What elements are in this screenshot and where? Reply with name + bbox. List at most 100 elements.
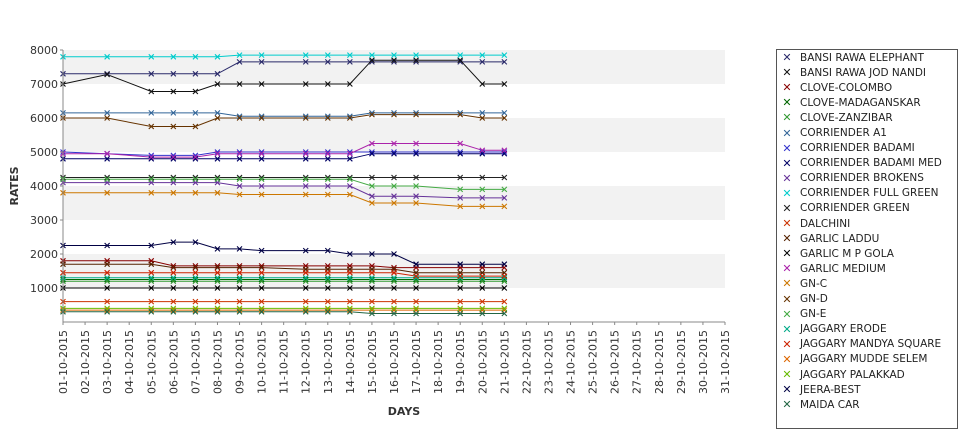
data-point-marker [258,269,265,276]
data-point-marker [457,195,464,201]
legend-item: ✕ CLOVE-ZANZIBAR [777,110,957,125]
data-point-marker [214,276,221,283]
data-point-marker [391,140,397,147]
data-point-marker [501,274,508,281]
data-point-marker [457,274,464,281]
data-point-marker [148,189,155,196]
data-point-marker [413,193,419,200]
data-point-marker [457,149,464,155]
x-tick-label: 15-10-2015 [366,330,379,394]
data-point-marker [413,111,419,118]
data-point-marker [236,59,243,65]
data-point-marker [457,273,464,279]
data-point-marker [302,191,309,198]
data-point-marker [170,154,177,160]
data-point-marker [501,273,508,279]
data-point-marker [413,52,419,58]
data-point-marker [148,88,155,95]
data-point-marker [214,174,221,181]
data-point-marker [324,285,331,291]
data-point-marker [170,123,177,130]
data-point-marker [148,276,155,283]
legend-item: ✕ GN-E [777,307,957,322]
data-point-marker [324,247,331,254]
legend-label: BANSI RAWA ELEPHANT [800,51,924,64]
y-tick-label: 8000 [30,44,58,57]
data-point-marker [346,150,353,157]
x-tick-label: 11-10-2015 [278,330,291,394]
data-point-marker [501,81,508,87]
data-point-marker [302,115,309,121]
grid-band [63,288,725,322]
x-tick-label: 13-10-2015 [322,330,335,394]
data-point-marker [457,261,464,268]
data-point-marker [324,150,331,157]
data-point-marker [457,285,464,291]
data-point-marker [192,264,199,271]
legend-marker-icon: ✕ [782,51,792,65]
data-point-marker [479,147,486,154]
x-tick-label: 29-10-2015 [675,330,688,394]
data-point-marker [413,57,419,64]
data-point-marker [236,174,243,181]
data-point-marker [457,57,464,64]
data-point-marker [346,81,353,87]
legend-marker-icon: ✕ [782,96,792,110]
series-markers [60,52,508,317]
data-point-marker [369,150,375,157]
data-point-marker [258,113,265,120]
legend-item: ✕ CLOVE-MADAGANSKAR [777,95,957,110]
data-point-marker [391,305,397,312]
data-point-marker [170,274,177,281]
data-point-marker [236,276,243,283]
x-tick-label: 26-10-2015 [609,330,622,394]
legend-label: DALCHINI [800,217,851,230]
data-point-marker [369,274,375,281]
data-point-marker [148,154,155,160]
data-point-marker [170,189,177,196]
data-point-marker [148,242,155,249]
legend-item: ✕ CORRIENDER BROKENS [777,171,957,186]
data-point-marker [236,149,243,155]
data-point-marker [391,174,397,181]
data-point-marker [236,150,243,157]
legend-label: CORRIENDER BADAMI MED [800,157,942,170]
data-point-marker [346,274,353,281]
data-point-marker [170,263,177,269]
data-point-marker [148,308,155,315]
legend-label: GARLIC MEDIUM [800,262,886,275]
data-point-marker [501,52,508,58]
data-point-marker [192,123,199,130]
legend-item: ✕ BANSI RAWA JOD NANDI [777,65,957,80]
x-tick-label: 30-10-2015 [697,330,710,394]
data-point-marker [346,251,353,257]
data-point-marker [346,115,353,121]
data-point-marker [214,150,221,157]
data-point-marker [104,285,111,291]
data-point-marker [324,183,331,189]
x-tick-label: 08-10-2015 [211,330,224,394]
data-point-marker [457,305,464,312]
data-point-marker [148,176,155,183]
legend-item: ✕ GARLIC LADDU [777,231,957,246]
data-point-marker [236,307,243,313]
legend-marker-icon: ✕ [782,322,792,336]
data-point-marker [192,176,199,183]
legend-label: GN-C [800,277,828,290]
data-point-marker [302,276,309,283]
data-point-marker [413,261,419,268]
data-point-marker [148,285,155,291]
legend-marker-icon: ✕ [782,186,792,200]
data-point-marker [413,150,419,157]
data-point-marker [413,285,419,291]
data-point-marker [104,308,111,315]
x-tick-label: 03-10-2015 [101,330,114,394]
data-point-marker [236,308,243,315]
data-point-marker [214,274,221,281]
grid-band [63,220,725,254]
data-point-marker [501,59,508,65]
data-point-marker [346,307,353,313]
data-point-marker [324,59,331,65]
data-point-marker [170,70,177,77]
data-point-marker [479,110,486,116]
